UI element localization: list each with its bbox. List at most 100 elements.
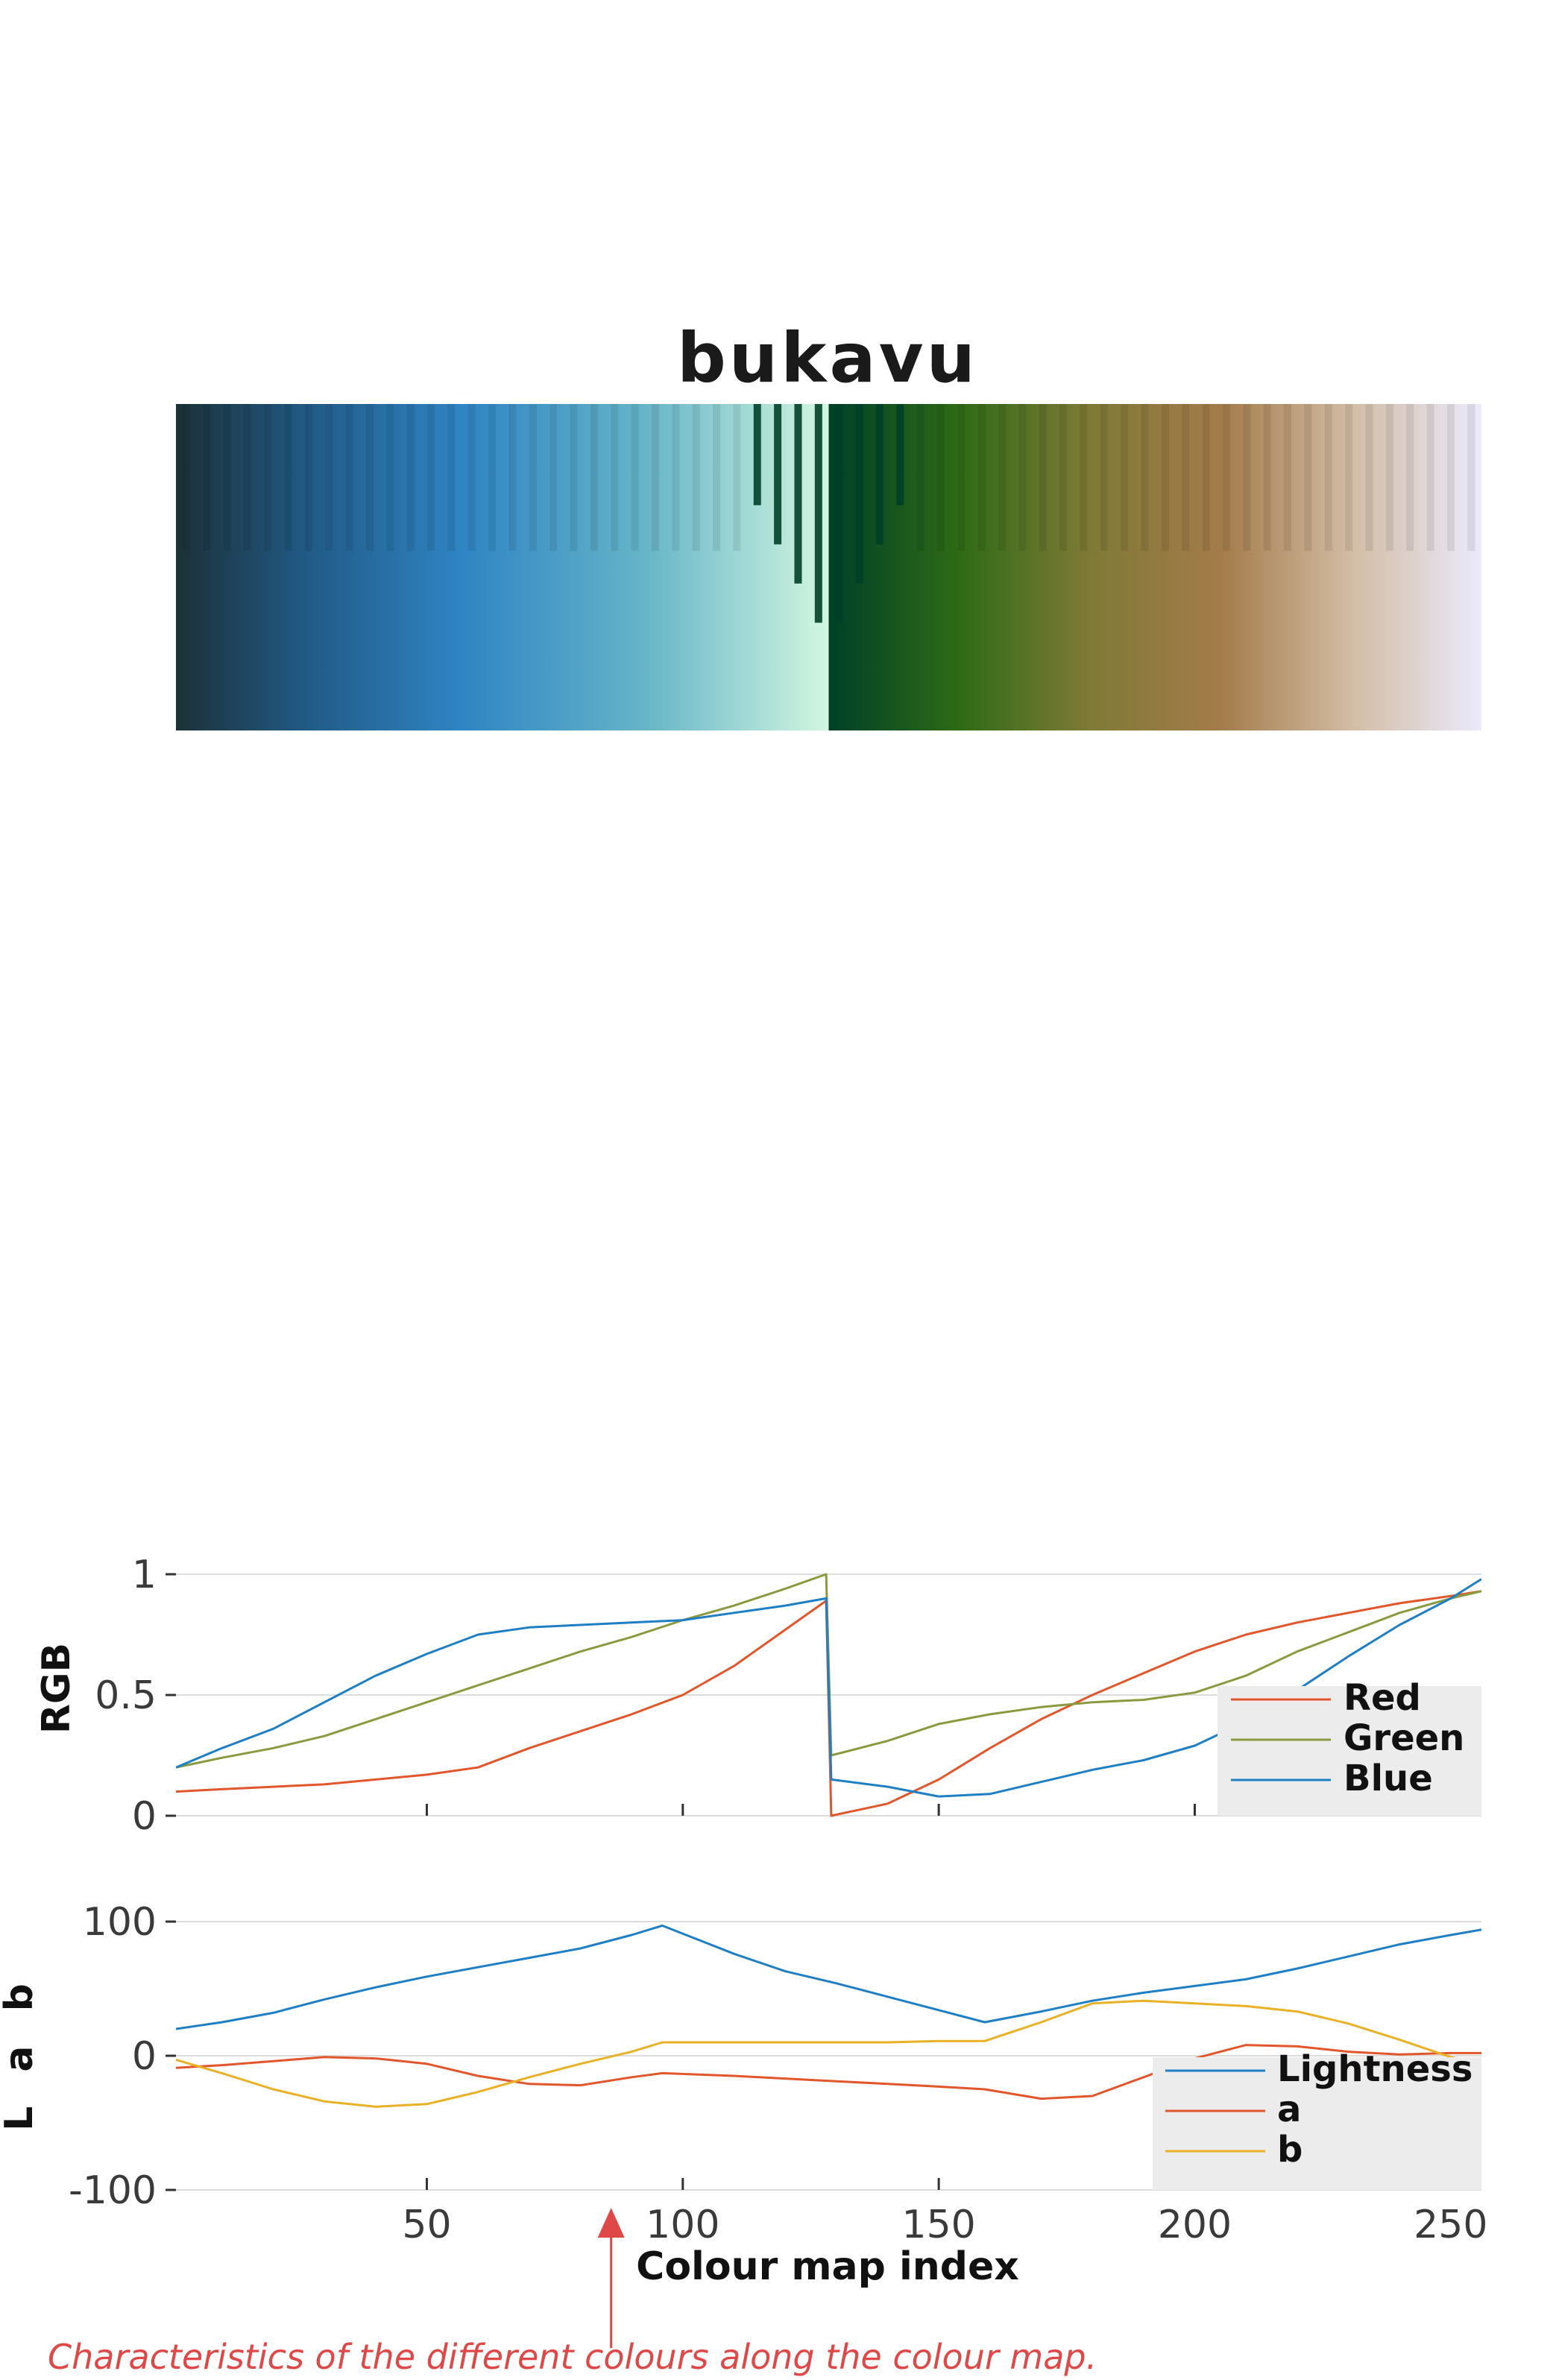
legend-label: b: [1277, 2129, 1303, 2171]
colormap-stripe: [1345, 404, 1353, 552]
colormap-stripe: [1223, 404, 1231, 552]
colormap-stripe: [733, 404, 741, 552]
colormap-stripe: [814, 404, 822, 623]
colormap-stripe: [631, 404, 639, 552]
x-tick-label: 150: [902, 2203, 976, 2247]
legend-box: [1153, 2057, 1481, 2190]
x-tick-label: 250: [1414, 2203, 1487, 2247]
colormap-stripes: [182, 404, 1475, 623]
rgb-ylabel: RGB: [34, 1643, 79, 1734]
colormap-gradient: [176, 404, 1481, 730]
lab-series: [176, 1924, 1481, 2108]
colormap-stripe: [304, 404, 312, 552]
colormap-stripe: [570, 404, 578, 552]
colormap-stripe: [774, 404, 782, 545]
colormap-stripe: [1324, 404, 1332, 552]
lab-plot: -100 0 100 50 100 150 200 250 L a b Colour map …: [0, 1900, 1487, 2289]
colormap-stripe: [284, 404, 292, 552]
colormap-stripe: [426, 404, 435, 552]
colormap-stripe: [1161, 404, 1169, 552]
y-tick-label: -100: [69, 2168, 157, 2213]
colormap-stripe: [1182, 404, 1190, 552]
colormap-stripe: [1100, 404, 1108, 552]
x-tick-label: 100: [646, 2203, 719, 2247]
colormap-stripe: [223, 404, 231, 552]
colormap-stripe: [1121, 404, 1129, 552]
y-tick-label: 100: [83, 1900, 157, 1945]
colormap-stripe: [243, 404, 251, 552]
legend-label: a: [1277, 2089, 1301, 2130]
colormap-stripe: [672, 404, 680, 552]
colormap-stripe: [1365, 404, 1373, 552]
colormap-stripe: [345, 404, 353, 552]
y-tick-label: 0: [132, 2034, 157, 2079]
annotation-caption: Characteristics of the different colours…: [48, 2337, 1097, 2377]
colormap-stripe: [1385, 404, 1393, 552]
colormap-stripe: [692, 404, 700, 552]
colormap-stripe: [365, 404, 374, 552]
colormap-stripe: [1202, 404, 1210, 552]
colormap-stripe: [1467, 404, 1475, 552]
colormap-stripe: [549, 404, 558, 552]
series-line-b: [176, 1999, 1481, 2108]
colormap-stripe: [529, 404, 537, 552]
series-line-a: [176, 2044, 1481, 2100]
colormap-stripe: [1018, 404, 1027, 552]
colormap-stripe: [855, 404, 863, 584]
rgb-ticks: 00.51: [95, 1553, 1452, 1839]
annotation: Characteristics of the different colours…: [48, 2208, 1097, 2377]
colormap-stripe: [916, 404, 925, 552]
colormap-stripe: [835, 404, 843, 623]
series-line-lightness: [176, 1924, 1481, 2030]
colormap-stripe: [508, 404, 517, 552]
lab-ylabel: L a b: [0, 1973, 42, 2131]
colormap-stripe: [264, 404, 272, 552]
colormap-stripe: [651, 404, 659, 552]
colormap-stripe: [713, 404, 721, 552]
colormap-stripe: [406, 404, 415, 552]
colormap-stripe: [325, 404, 333, 552]
colormap-stripe: [794, 404, 802, 584]
colormap-stripe: [1243, 404, 1251, 552]
colormap-stripe: [998, 404, 1007, 552]
colormap-stripe: [182, 404, 190, 552]
lab-ticks: -100 0 100 50 100 150 200 250: [69, 1900, 1487, 2247]
colormap-stripe: [957, 404, 966, 552]
colormap-stripe: [1426, 404, 1434, 552]
colormap-stripe: [875, 404, 883, 545]
colormap-stripe: [447, 404, 456, 552]
colormap-stripe: [753, 404, 761, 505]
colormap-stripe: [1284, 404, 1292, 552]
colormap-stripe: [611, 404, 619, 552]
legend-label: Lightness: [1277, 2048, 1472, 2090]
colormap-stripe: [1141, 404, 1149, 552]
colormap-bar: [176, 404, 1481, 730]
colormap-stripe: [1446, 404, 1455, 552]
colormap-stripe: [936, 404, 945, 552]
colormap-stripe: [203, 404, 211, 552]
colormap-title: bukavu: [677, 318, 978, 398]
colormap-stripe: [1039, 404, 1047, 552]
colormap-stripe: [1080, 404, 1088, 552]
colormap-stripe: [1406, 404, 1414, 552]
legend-box: [1218, 1686, 1481, 1816]
x-tick-label: 50: [402, 2203, 451, 2247]
legend-label: Green: [1344, 1717, 1464, 1759]
legend-label: Red: [1344, 1677, 1421, 1719]
annotation-arrow-head: [597, 2208, 625, 2238]
colormap-stripe: [977, 404, 986, 552]
lab-xlabel: Colour map index: [636, 2244, 1019, 2289]
y-tick-label: 1: [132, 1553, 157, 1597]
y-tick-label: 0: [132, 1794, 157, 1839]
colormap-stripe: [590, 404, 598, 552]
colormap-stripe: [386, 404, 394, 552]
y-tick-label: 0.5: [95, 1673, 157, 1718]
colormap-stripe: [488, 404, 497, 552]
x-tick-label: 200: [1158, 2203, 1232, 2247]
colormap-stripe: [1059, 404, 1068, 552]
colormap-stripe: [896, 404, 904, 505]
